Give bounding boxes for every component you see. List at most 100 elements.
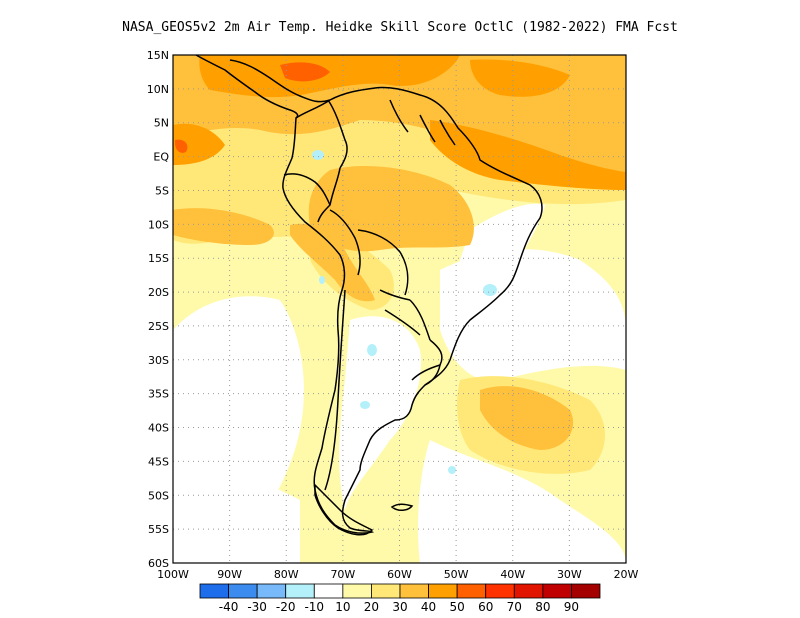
shade-orange-east-pacific (173, 208, 274, 245)
shade-deep-orange-guiana (430, 120, 626, 190)
lat-label: 30S (148, 354, 169, 367)
lon-label: 80W (274, 568, 299, 581)
lat-label: 5S (155, 184, 169, 197)
graticule (173, 55, 626, 563)
border-peru-brazil-bolivia (329, 209, 361, 276)
colorbar-swatch (228, 583, 258, 599)
lon-label: 100W (157, 568, 189, 581)
border-suriname-guiana (439, 119, 456, 146)
border-uruguay (411, 363, 441, 386)
shade-orange-south-atlantic (480, 386, 574, 450)
shade-red-orange-1 (280, 62, 330, 82)
shade-negative-6 (319, 276, 325, 284)
colorbar-swatch (571, 583, 601, 599)
border-argentina-chile (324, 289, 346, 491)
shade-negative-5 (448, 466, 456, 474)
colorbar-swatch (485, 583, 515, 599)
lon-label: 20W (614, 568, 639, 581)
lat-label: 15N (147, 49, 169, 62)
lat-label: 10N (147, 83, 169, 96)
lat-label: 55S (148, 523, 169, 536)
border-paraguay-brazil (409, 299, 431, 341)
map-title: NASA_GEOS5v2 2m Air Temp. Heidke Skill S… (122, 20, 678, 35)
lat-label: 50S (148, 489, 169, 502)
lat-label: 10S (148, 218, 169, 231)
shade-white-argentina (339, 316, 421, 510)
shade-deep-orange-west (173, 123, 225, 165)
border-ecuador-peru (283, 173, 331, 206)
border-bolivia-brazil (357, 229, 409, 296)
falklands (390, 503, 414, 511)
shade-deep-orange-caribbean (470, 59, 570, 97)
border-argentina-brazil (429, 339, 443, 366)
shade-white-atlantic-south (418, 440, 626, 563)
shade-deep-orange-north (199, 55, 461, 98)
colorbar-label: 20 (364, 600, 379, 614)
lat-label: 45S (148, 455, 169, 468)
colorbar-swatch (513, 583, 544, 599)
shade-red-orange-2 (174, 139, 188, 153)
colorbar-label: -40 (219, 600, 239, 614)
colorbar-label: 80 (535, 600, 550, 614)
tierra-del-fuego (314, 483, 374, 536)
lat-label: 20S (148, 286, 169, 299)
colorbar-swatch (342, 583, 372, 599)
colorbar-label: 30 (392, 600, 407, 614)
shade-white-brazil-east (459, 203, 545, 303)
colorbar (199, 583, 601, 599)
shade-negative-3 (367, 344, 377, 356)
lon-label: 70W (330, 568, 355, 581)
colorbar-swatch (542, 583, 572, 599)
colorbar-label: 10 (335, 600, 350, 614)
central-america-coastline (195, 54, 299, 119)
shade-negative-1 (312, 150, 324, 160)
longitude-labels: 100W 90W 80W 70W 60W 50W 40W 30W 20W (157, 568, 638, 581)
colorbar-swatch (456, 583, 487, 599)
colorbar-swatch (371, 583, 401, 599)
colorbar-labels: -40 -30 -20 -10 10 20 30 40 50 60 70 80 90 (219, 600, 579, 614)
colorbar-swatch (256, 583, 287, 599)
central-america-coast-2 (229, 59, 331, 103)
border-argentina-paraguay (384, 309, 421, 336)
colorbar-swatch (199, 583, 229, 599)
south-america-coastline (282, 86, 543, 534)
colorbar-label: 40 (421, 600, 436, 614)
colorbar-label: -10 (304, 600, 324, 614)
lat-label: 5N (154, 117, 169, 130)
lon-label: 40W (500, 568, 525, 581)
border-venezuela-guyana (389, 99, 409, 133)
lon-label: 90W (217, 568, 242, 581)
colorbar-swatch (428, 583, 458, 599)
colorbar-swatch (313, 583, 344, 599)
border-colombia-peru-brazil (317, 167, 341, 223)
map-frame (172, 54, 627, 564)
shade-negative-4 (360, 401, 370, 409)
colorbar-label: -30 (247, 600, 267, 614)
lat-label: 35S (148, 388, 169, 401)
lat-label: 15S (148, 252, 169, 265)
lat-label: EQ (153, 151, 169, 164)
border-colombia-venezuela (327, 99, 348, 169)
shading-layer (173, 55, 626, 563)
colorbar-label: 60 (478, 600, 493, 614)
lon-label: 60W (387, 568, 412, 581)
colorbar-label: 50 (450, 600, 465, 614)
shade-white-pacific-south (173, 467, 300, 563)
coastlines (195, 54, 543, 536)
colorbar-label: 90 (564, 600, 579, 614)
colorbar-swatch (285, 583, 315, 599)
shade-negative-2 (483, 284, 497, 296)
lat-label: 25S (148, 320, 169, 333)
colorbar-label: -20 (276, 600, 296, 614)
border-bolivia-paraguay (379, 289, 411, 301)
colorbar-label: 70 (507, 600, 522, 614)
lon-label: 50W (444, 568, 469, 581)
colorbar-swatch (399, 583, 429, 599)
lon-label: 30W (557, 568, 582, 581)
border-guyana-suriname (419, 114, 436, 143)
lat-label: 60S (148, 557, 169, 570)
lat-label: 40S (148, 422, 169, 435)
latitude-labels: 15N 10N 5N EQ 5S 10S 15S 20S 25S 30S 35S 40S 45S 50S 5… (147, 49, 170, 570)
shade-orange-peru (290, 223, 375, 302)
